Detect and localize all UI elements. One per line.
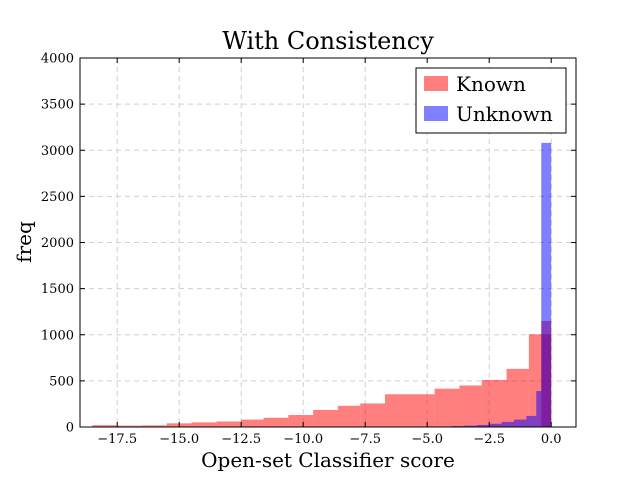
bar-unknown-5 [514, 419, 527, 427]
bar-known-11 [360, 403, 386, 427]
x-tick-label-5: −5.0 [411, 432, 443, 447]
x-tick-label-6: −2.5 [473, 432, 505, 447]
x-tick-label-0: −17.5 [97, 432, 137, 447]
y-axis-ticks: 0 500 1000 1500 2000 2500 3000 3500 4000 [41, 52, 576, 436]
bar-known-15 [481, 379, 507, 427]
x-tick-label-2: −12.5 [221, 432, 261, 447]
y-tick-label-4: 2000 [41, 236, 74, 251]
bar-known-0 [92, 425, 118, 427]
legend-swatch-known [424, 76, 448, 91]
bar-unknown-2 [476, 424, 490, 427]
bar-known-1 [117, 425, 142, 427]
bar-unknown-1 [464, 425, 477, 427]
y-tick-label-0: 0 [66, 421, 74, 436]
bar-known-16 [506, 368, 529, 427]
y-tick-label-5: 2500 [41, 190, 74, 205]
bar-known-6 [241, 419, 264, 427]
y-tick-label-2: 1000 [41, 328, 74, 343]
bar-unknown-3 [489, 423, 502, 427]
bar-unknown-6 [526, 415, 537, 427]
bar-unknown-7 [536, 391, 542, 427]
bar-unknown-8 [541, 142, 552, 427]
bar-unknown-4 [501, 421, 514, 427]
legend-swatch-unknown [424, 106, 448, 121]
chart-title: With Consistency [222, 27, 434, 55]
y-tick-label-3: 1500 [41, 282, 74, 297]
series-known-bars [92, 320, 552, 427]
bar-known-9 [313, 409, 338, 427]
y-tick-label-1: 500 [49, 374, 74, 389]
x-axis-ticks: −17.5 −15.0 −12.5 −10.0 −7.5 −5.0 −2.5 0.0 [97, 58, 562, 447]
legend: Known Unknown [415, 67, 567, 134]
y-tick-label-7: 3500 [41, 98, 74, 113]
x-tick-label-1: −15.0 [159, 432, 199, 447]
legend-label-known: Known [456, 72, 526, 96]
x-tick-label-7: 0.0 [541, 432, 562, 447]
y-tick-label-6: 3000 [41, 144, 74, 159]
x-axis-label: Open-set Classifier score [201, 448, 455, 472]
x-tick-label-3: −10.0 [283, 432, 323, 447]
bar-known-12 [385, 394, 435, 427]
legend-label-unknown: Unknown [456, 102, 553, 126]
bar-known-13 [434, 388, 460, 427]
bar-known-5 [216, 421, 242, 427]
y-tick-label-8: 4000 [41, 52, 74, 67]
y-axis-label: freq [12, 221, 36, 263]
x-tick-label-4: −7.5 [349, 432, 381, 447]
bar-known-7 [263, 417, 289, 427]
bar-known-14 [459, 385, 482, 427]
bar-known-4 [191, 422, 217, 427]
bar-known-2 [142, 425, 167, 427]
bar-known-10 [337, 405, 361, 427]
bar-known-8 [288, 415, 314, 427]
